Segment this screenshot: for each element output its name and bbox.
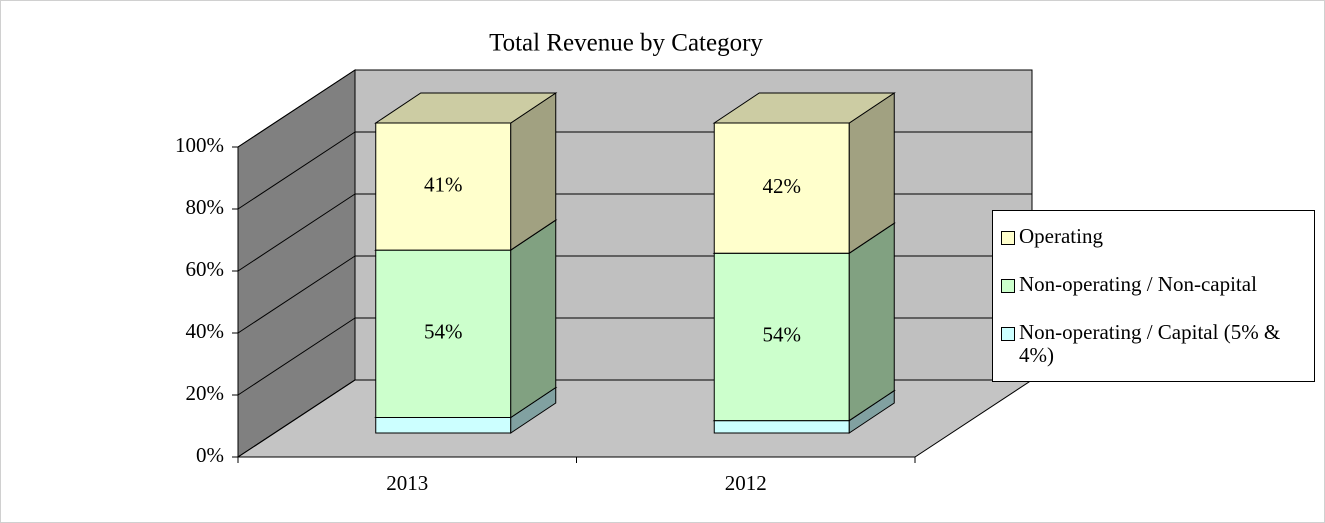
x-tick-label: 2013	[386, 471, 428, 495]
legend-entry: Non-operating / Non-capital	[1001, 271, 1308, 296]
value-label: 41%	[424, 172, 463, 196]
bar-front	[375, 417, 512, 434]
bar-segment	[374, 92, 558, 252]
bar-front	[713, 252, 850, 422]
legend-swatch	[1001, 231, 1015, 246]
legend-swatch	[1001, 326, 1015, 341]
bar-side	[510, 219, 557, 419]
legend: Operating Non-operating / Non-capital Non-…	[992, 210, 1315, 382]
legend-entry: Operating	[1001, 225, 1308, 248]
y-tick-label: 60%	[186, 257, 225, 281]
value-label: 54%	[763, 323, 802, 347]
bar-top	[374, 92, 558, 124]
value-label: 42%	[763, 174, 802, 198]
bar-segment	[712, 92, 896, 255]
grid-line	[237, 69, 356, 148]
grid-line	[237, 317, 356, 396]
y-tick-label: 40%	[186, 319, 225, 343]
floor	[236, 379, 1034, 458]
grid-line	[237, 193, 356, 272]
grid-line	[237, 131, 356, 210]
value-label: 54%	[424, 320, 463, 344]
grid-line	[237, 379, 356, 458]
bar-front	[375, 249, 512, 418]
x-tick-label: 2012	[725, 471, 767, 495]
y-tick-label: 100%	[175, 133, 224, 157]
bar-top	[712, 92, 896, 124]
legend-label: Non-operating / Capital (5% & 4%)	[1019, 319, 1281, 367]
y-tick-label: 20%	[186, 381, 225, 405]
chart-title: Total Revenue by Category	[489, 30, 763, 57]
bar-side	[848, 222, 895, 422]
y-tick-label: 0%	[196, 443, 224, 467]
grid-line	[237, 255, 356, 334]
legend-swatch	[1001, 278, 1015, 293]
bar-front	[375, 122, 512, 251]
legend-label: Non-operating / Non-capital	[1019, 271, 1257, 296]
bar-front	[713, 122, 850, 254]
legend-label: Operating	[1019, 224, 1103, 249]
legend-entry: Non-operating / Capital (5% & 4%)	[1001, 319, 1308, 367]
y-tick-label: 80%	[186, 195, 225, 219]
bar-front	[713, 420, 850, 434]
